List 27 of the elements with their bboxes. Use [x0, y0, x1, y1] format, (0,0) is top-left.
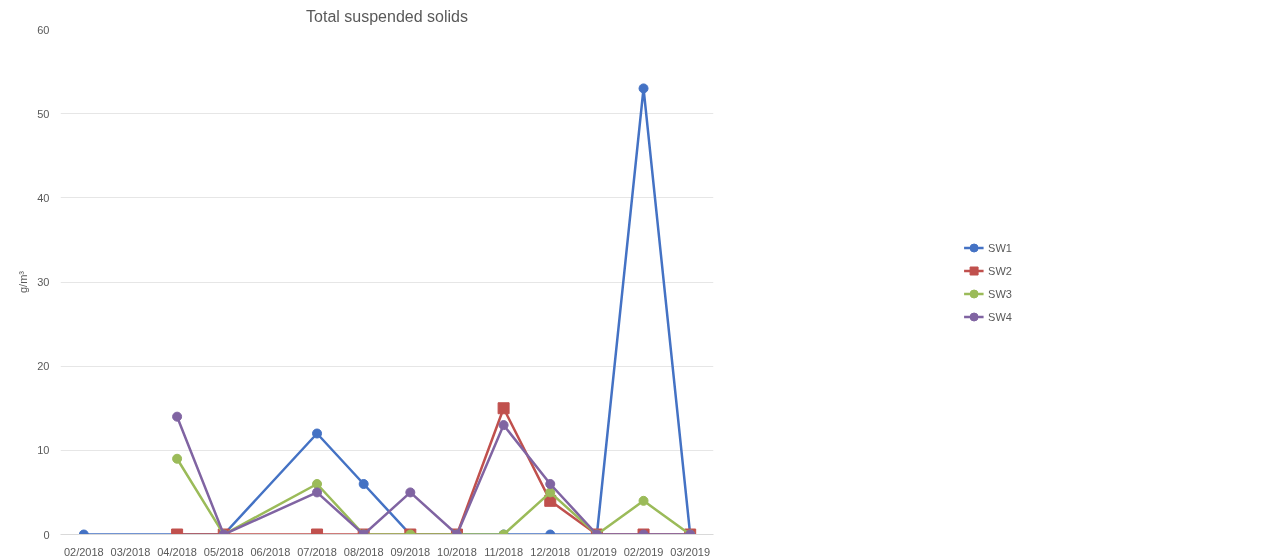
x-tick-label: 03/2019 — [670, 545, 711, 558]
y-tick-label: 20 — [37, 360, 50, 373]
x-tick-label: 01/2019 — [577, 545, 617, 558]
x-tick-label: 09/2018 — [390, 545, 431, 558]
y-tick-label: 10 — [37, 444, 50, 457]
x-tick-label: 12/2018 — [530, 545, 571, 558]
x-tick-label: 08/2018 — [343, 545, 384, 558]
y-tick-label: 30 — [37, 276, 50, 288]
legend-label: SW4 — [988, 310, 1012, 322]
y-tick-label: 0 — [43, 528, 50, 541]
x-tick-label: 05/2018 — [203, 545, 244, 558]
y-tick-label: 40 — [37, 191, 50, 204]
x-tick-label: 06/2018 — [250, 545, 291, 558]
x-tick-label: 04/2018 — [157, 545, 197, 558]
y-tick-label: 50 — [37, 107, 50, 120]
legend-label: SW3 — [988, 287, 1012, 299]
legend-label: SW1 — [988, 241, 1012, 253]
y-tick-label: 60 — [37, 23, 50, 36]
x-tick-label: 11/2018 — [484, 545, 524, 558]
x-tick-label: 10/2018 — [437, 545, 477, 558]
x-tick-label: 07/2018 — [297, 545, 337, 558]
chart-title: Total suspended solids — [306, 7, 468, 25]
x-tick-label: 03/2018 — [110, 545, 151, 558]
y-axis-title: g/m³ — [17, 270, 30, 293]
legend-label: SW2 — [988, 264, 1012, 276]
x-tick-label: 02/2018 — [63, 545, 104, 558]
x-tick-label: 02/2019 — [623, 545, 664, 558]
